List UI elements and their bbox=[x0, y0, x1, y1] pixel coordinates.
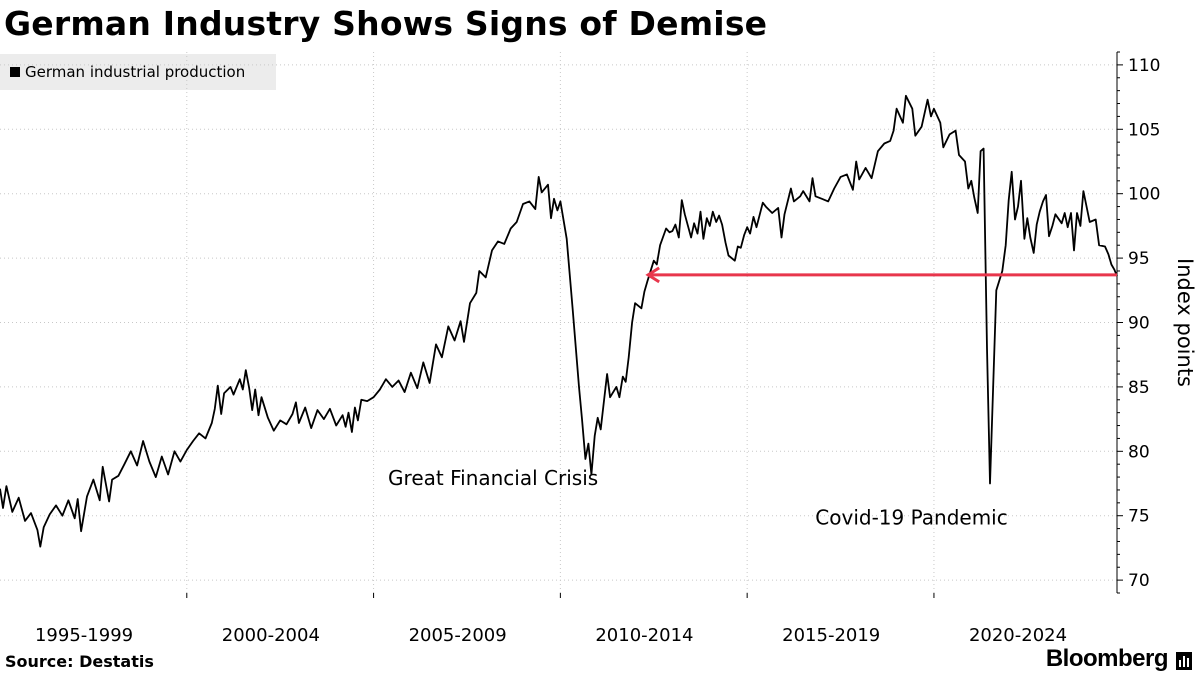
x-period-label: 2005-2009 bbox=[409, 625, 507, 646]
gridlines bbox=[0, 52, 1117, 598]
y-tick-label: 105 bbox=[1128, 120, 1160, 140]
x-period-label: 2010-2014 bbox=[595, 625, 693, 646]
x-axis-labels: 1995-1999 2000-2004 2005-2009 2010-2014 2015… bbox=[35, 625, 1067, 646]
y-tick-label: 110 bbox=[1128, 56, 1160, 76]
y-tick-label: 75 bbox=[1128, 507, 1150, 527]
legend-swatch bbox=[10, 67, 20, 77]
y-tick-label: 85 bbox=[1128, 378, 1150, 398]
reference-arrow-head bbox=[645, 266, 660, 284]
source-note: Source: Destatis bbox=[5, 652, 154, 671]
brand-wordmark: Bloomberg bbox=[1045, 645, 1169, 672]
x-period-label: 2015-2019 bbox=[782, 625, 880, 646]
series-layer bbox=[0, 94, 1118, 548]
x-period-label: 2000-2004 bbox=[222, 625, 320, 646]
y-axis-title: Index points bbox=[1173, 258, 1197, 387]
series-line bbox=[0, 94, 1118, 548]
annotation-label: Covid-19 Pandemic bbox=[815, 506, 1007, 530]
y-tick-label: 90 bbox=[1128, 314, 1150, 334]
legend-label: German industrial production bbox=[25, 63, 246, 81]
annotations: Great Financial Crisis Covid-19 Pandemic bbox=[388, 266, 1117, 530]
y-tick-label: 100 bbox=[1128, 185, 1160, 205]
bloomberg-logo: Bloomberg bbox=[1046, 645, 1192, 673]
x-period-label: 2020-2024 bbox=[969, 625, 1067, 646]
annotation-label: Great Financial Crisis bbox=[388, 466, 598, 490]
y-axis: 70 75 80 85 90 95 100 105 110 Index points bbox=[1116, 51, 1197, 594]
x-period-label: 1995-1999 bbox=[35, 625, 133, 646]
y-tick-label: 80 bbox=[1128, 442, 1150, 462]
y-tick-label: 70 bbox=[1128, 571, 1150, 591]
legend: German industrial production bbox=[0, 54, 276, 90]
y-tick-label: 95 bbox=[1128, 249, 1150, 269]
chart-title: German Industry Shows Signs of Demise bbox=[4, 4, 768, 43]
bloomberg-terminal-icon bbox=[1176, 652, 1192, 670]
